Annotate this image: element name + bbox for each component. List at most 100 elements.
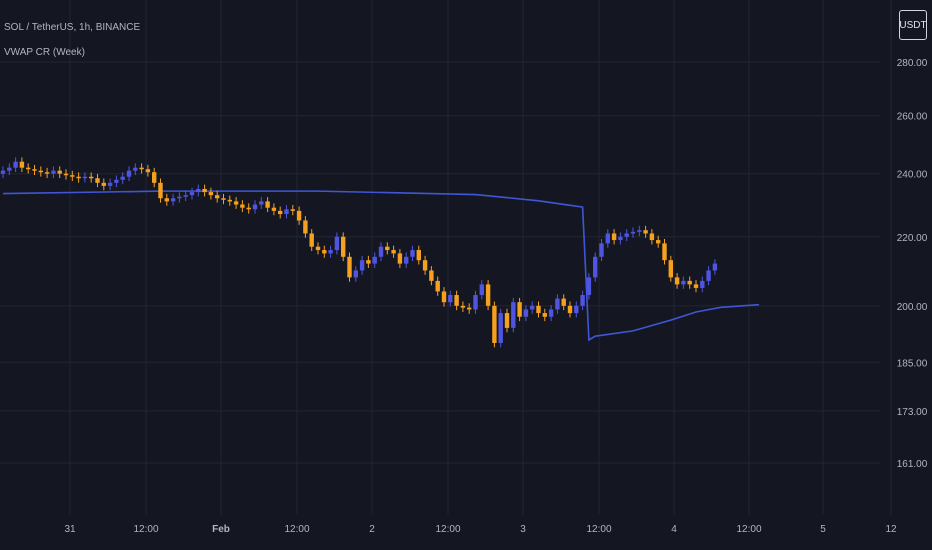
candle-body [593,256,598,278]
candle-body [599,243,604,257]
candle-body [435,280,440,292]
candle-body [271,207,277,211]
candle-body [561,298,566,306]
time-tick-label: 12:00 [284,524,309,535]
candle-body [0,170,6,174]
candle-body [668,260,673,278]
candle-body [196,188,201,193]
candle-body [177,196,182,199]
candle-body [252,204,258,210]
candle-body [76,176,81,179]
price-tick-label: 200.00 [897,302,928,313]
candle-body [378,246,384,257]
candle-body [82,176,88,179]
candle-body [107,182,113,186]
candle-body [467,307,472,310]
candle-body [322,250,327,254]
candle-body [334,236,340,251]
candle-body [152,172,157,183]
time-tick-label: 12:00 [736,524,761,535]
candle-body [542,313,547,317]
candle-body [227,199,232,202]
candle-body [51,170,56,174]
candle-body [164,198,169,202]
candle-body [101,182,106,186]
candle-body [57,170,62,174]
time-tick-label: 31 [64,524,76,535]
candle-body [630,231,636,234]
candle-body [536,305,541,314]
candle-body [700,280,705,288]
candle-body [410,250,415,257]
price-tick-label: 220.00 [897,233,928,244]
candle-body [662,243,667,261]
candle-body [208,192,214,196]
candle-body [315,246,321,251]
candle-body [530,305,535,310]
price-tick-label: 185.00 [897,358,928,369]
candle-body [353,270,358,278]
candle-body [13,161,18,168]
candle-body [706,270,711,281]
candle-body [649,233,655,241]
candle-body [574,305,579,314]
candle-body [89,176,94,179]
candle-body [605,233,610,244]
candle-body [416,250,421,261]
candle-body [429,270,434,281]
currency-badge[interactable]: USDT [899,10,927,40]
candle-body [674,277,680,285]
candle-body [284,209,289,215]
time-tick-label: 2 [369,524,375,535]
candle-body [391,250,396,254]
price-axis[interactable]: 161.00 173.00 185.00 200.00 220.00 240.00 260.… [897,58,928,470]
time-tick-label: 3 [520,524,526,535]
candle-body [618,236,623,241]
candle-body [504,313,510,328]
candle-body [26,167,31,170]
candle-body [246,207,251,210]
candle-body [687,280,692,285]
time-tick-label: 12:00 [133,524,158,535]
indicator-legend[interactable]: VWAP CR (Week) [4,47,85,58]
candle-body [485,284,491,306]
candle-body [233,201,239,205]
candle-body [611,233,617,241]
symbol-legend[interactable]: SOL / TetherUS, 1h, BINANCE [4,22,141,33]
candle-body [347,256,352,278]
time-tick-label: 12:00 [435,524,460,535]
vwap-line-layer [2,190,760,342]
candle-body [341,236,346,257]
candle-body [139,167,144,170]
candle-body [366,260,371,264]
candle-body [681,280,686,285]
candle-body [656,240,661,244]
candle-body [265,201,270,208]
vwap-line [2,190,760,342]
candle-body [479,284,484,296]
candle-body [240,204,245,208]
candle-body [158,182,163,199]
candle-body [215,195,220,199]
candle-body [643,230,648,234]
time-tick-label: Feb [212,524,230,535]
candle-body [511,302,516,328]
candle-body [693,284,699,288]
candle-body [404,256,409,264]
candle-body [202,188,207,193]
time-axis[interactable]: 31 12:00 Feb 12:00 2 12:00 3 12:00 4 12:00 5 12 [64,524,897,535]
candle-body [114,179,119,183]
candle-body [454,295,459,306]
candle-body [397,253,403,264]
candle-body [32,169,37,171]
candle-body [548,309,554,317]
candle-body [170,198,176,202]
candle-body [44,172,50,174]
candle-body [624,233,629,237]
price-tick-label: 240.00 [897,170,928,181]
candle-body [133,167,138,171]
candle-body [523,309,529,317]
price-tick-label: 161.00 [897,459,928,470]
candle-body [126,170,132,177]
